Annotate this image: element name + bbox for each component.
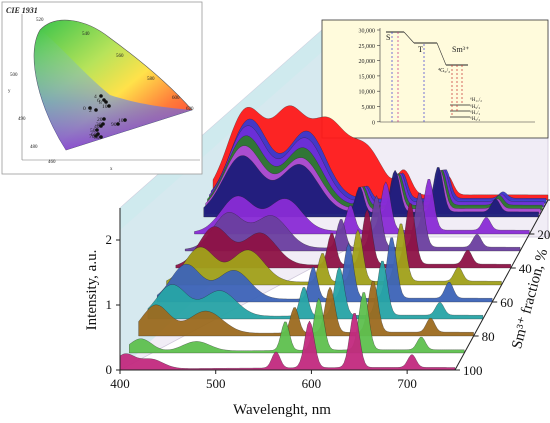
cie-point-label: 0 [83, 106, 86, 112]
cie-axis-y: y [8, 89, 11, 94]
cie-label-540: 540 [82, 32, 90, 37]
cie-point-label: 90 [111, 122, 117, 128]
z-tick-label: 100 [463, 363, 483, 378]
energy-ytick-label: 0 [372, 120, 375, 126]
label-6H-7: ⁶H₇/₂ [470, 110, 480, 116]
cie-label-520: 520 [36, 18, 44, 23]
energy-level-inset: 30,000 25,000 20,000 15,000 10,000 5,000 0 S T… [321, 19, 549, 139]
label-4G: ⁴G₅/₂ [438, 68, 450, 74]
energy-ytick-label: 25,000 [359, 44, 376, 50]
cie-label-460: 460 [48, 160, 56, 165]
cie-point-label: 70 [89, 134, 95, 140]
cie-point [95, 128, 99, 132]
cie-point-label: 40 [94, 124, 100, 130]
cie-point [94, 134, 98, 138]
spectra-stack [119, 105, 549, 371]
cie-point-label: 8 [99, 100, 102, 106]
z-tick-label: 20 [537, 227, 550, 242]
cie-label-580: 580 [147, 77, 155, 82]
cie-point [99, 135, 103, 139]
cie-label-480: 480 [30, 145, 38, 150]
label-6H-5: ⁶H₅/₂ [470, 116, 480, 122]
cie-point-label: 60 [91, 132, 97, 138]
cie-title: CIE 1931 [6, 6, 38, 15]
y-tick-label: 0 [106, 362, 113, 377]
cie-gamut-blue [34, 30, 193, 150]
cie-point [99, 94, 103, 98]
x-axis-title: Wavelenght, nm [233, 402, 331, 418]
y-tick-label: 1 [106, 297, 113, 312]
cie-point [116, 122, 120, 126]
z-tick-label: 40 [519, 261, 532, 276]
x-axis-ticks: 400 500 600 700 [110, 370, 417, 391]
z-axis-line [454, 199, 549, 371]
x-tick-label: 700 [397, 376, 417, 391]
spectrum-90 [129, 292, 465, 354]
cie-point [88, 106, 92, 110]
cie-axis-x: x [110, 167, 113, 172]
spectrum-60 [157, 237, 493, 303]
cie-point [99, 124, 103, 128]
energy-ytick-label: 5,000 [362, 105, 376, 111]
cie-label-600: 600 [172, 96, 180, 101]
energy-ytick-label: 10,000 [359, 90, 376, 96]
axes [119, 199, 549, 371]
z-tick-label: 60 [500, 295, 513, 310]
energy-yaxis: 30,000 25,000 20,000 15,000 10,000 5,000 0 [359, 29, 380, 126]
spectrum-100 [119, 313, 456, 371]
label-S: S [386, 33, 390, 42]
cie-point-label: 10 [102, 104, 108, 110]
x-tick-label: 600 [302, 376, 322, 391]
cie-inset: CIE 1931 520 540 560 580 600 620 500 490… [1, 1, 203, 175]
arrow-S-T [403, 31, 415, 44]
cie-point-label: 100 [118, 118, 127, 124]
y-tick-label: 2 [106, 232, 113, 247]
z-axis-ticks: 020406080100 [455, 199, 550, 378]
energy-ytick-label: 30,000 [359, 29, 376, 35]
spectrum-50 [166, 223, 502, 286]
cie-point-label: 20 [97, 117, 103, 123]
cie-point-label: 2 [89, 108, 92, 114]
cie-point [94, 108, 98, 112]
cie-point-label: 6 [97, 98, 100, 104]
label-T: T [418, 45, 423, 54]
cie-label-620: 620 [186, 107, 194, 112]
arrow-T-G [436, 42, 447, 66]
cie-point [104, 100, 108, 104]
label-6H-9: ⁶H₉/₂ [470, 104, 480, 110]
energy-ytick-label: 15,000 [359, 74, 376, 80]
cie-point [107, 104, 111, 108]
label-Sm: Sm³⁺ [452, 45, 469, 54]
cie-point [102, 117, 106, 121]
cie-label-500: 500 [10, 73, 18, 78]
y-axis-title: Intensity, a.u. [84, 250, 100, 331]
cie-point-label: 30 [96, 122, 102, 128]
cie-point [123, 118, 127, 122]
cie-point-label: 50 [90, 128, 96, 134]
energy-ytick-label: 20,000 [359, 59, 376, 65]
cie-point-label: 80 [94, 135, 100, 141]
cie-label-560: 560 [116, 54, 124, 59]
x-tick-label: 500 [206, 376, 226, 391]
z-tick-label: 80 [482, 329, 495, 344]
cie-label-490: 490 [18, 117, 26, 122]
energy-inset-frame [321, 19, 549, 139]
cie-point-label: 4 [94, 94, 97, 100]
y-axis-ticks: 0 1 2 [106, 232, 120, 377]
label-6H-11: ⁶H₁₁/₂ [470, 97, 482, 103]
x-tick-label: 400 [110, 376, 130, 391]
